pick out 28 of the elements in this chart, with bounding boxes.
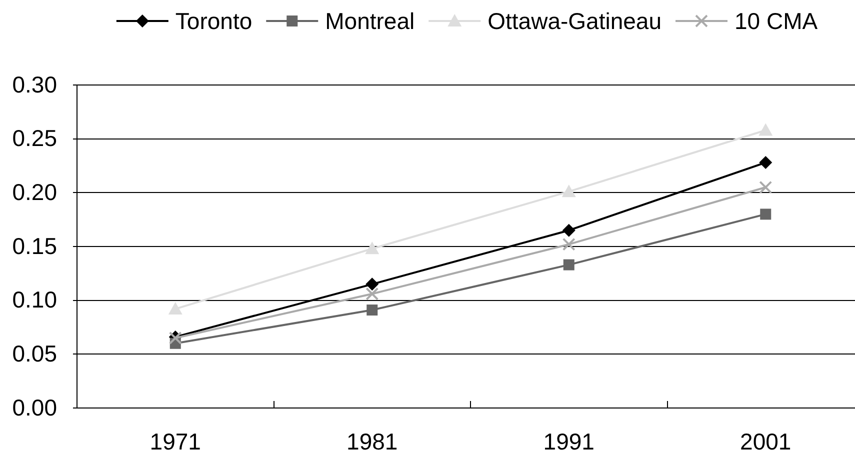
- y-tick-label: 0.20: [12, 179, 57, 206]
- y-tick-label: 0.15: [12, 232, 57, 259]
- point: [366, 304, 378, 316]
- point: [563, 259, 574, 270]
- point: [758, 123, 773, 136]
- point: [562, 184, 576, 198]
- point: [366, 287, 379, 300]
- y-tick-label: 0.05: [12, 340, 57, 367]
- legend-label: 10 CMA: [734, 8, 818, 34]
- point: [562, 238, 576, 251]
- point: [760, 208, 772, 220]
- point: [365, 242, 380, 254]
- legend-label: Ottawa-Gatineau: [488, 8, 662, 34]
- point: [168, 302, 182, 314]
- y-tick-label: 0.30: [12, 71, 57, 98]
- x-tick-label: 2001: [740, 428, 792, 453]
- x-tick-label: 1981: [346, 428, 398, 453]
- legend-label: Toronto: [175, 8, 252, 34]
- y-tick-label: 0.10: [12, 286, 57, 313]
- x-tick-label: 1991: [543, 428, 594, 453]
- y-tick-label: 0.00: [12, 394, 57, 420]
- y-tick-label: 0.25: [12, 125, 57, 152]
- point: [759, 156, 772, 170]
- point: [562, 224, 576, 237]
- x-tick-label: 1971: [150, 428, 201, 453]
- point: [759, 180, 772, 194]
- point: [366, 278, 379, 291]
- legend-label: Montreal: [325, 8, 415, 34]
